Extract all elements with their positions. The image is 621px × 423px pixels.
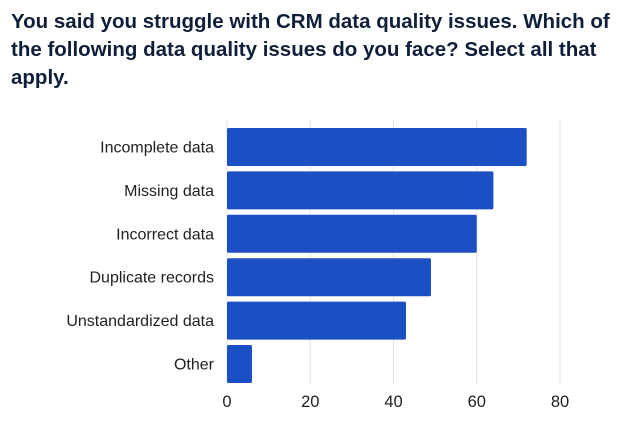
bar [227,171,494,210]
x-tick-label: 60 [468,393,486,411]
category-label: Other [174,357,215,374]
bar [227,345,252,383]
category-label: Missing data [124,183,214,200]
x-tick-label: 40 [384,393,402,411]
bars [227,128,527,383]
category-label: Incorrect data [116,226,214,243]
bar [227,214,477,253]
chart-title: You said you struggle with CRM data qual… [11,10,610,89]
x-tick-label: 0 [222,393,231,411]
category-label: Incomplete data [100,140,214,157]
bar [227,258,431,297]
x-axis-ticks: 0 20 40 60 80 [222,393,569,411]
category-labels: Incomplete data Missing data Incorrect dat… [66,140,214,374]
x-tick-label: 20 [301,393,319,411]
category-label: Duplicate records [90,270,215,287]
bar [227,128,527,166]
category-label: Unstandardized data [66,313,214,330]
bar [227,301,406,340]
x-tick-label: 80 [551,393,569,411]
